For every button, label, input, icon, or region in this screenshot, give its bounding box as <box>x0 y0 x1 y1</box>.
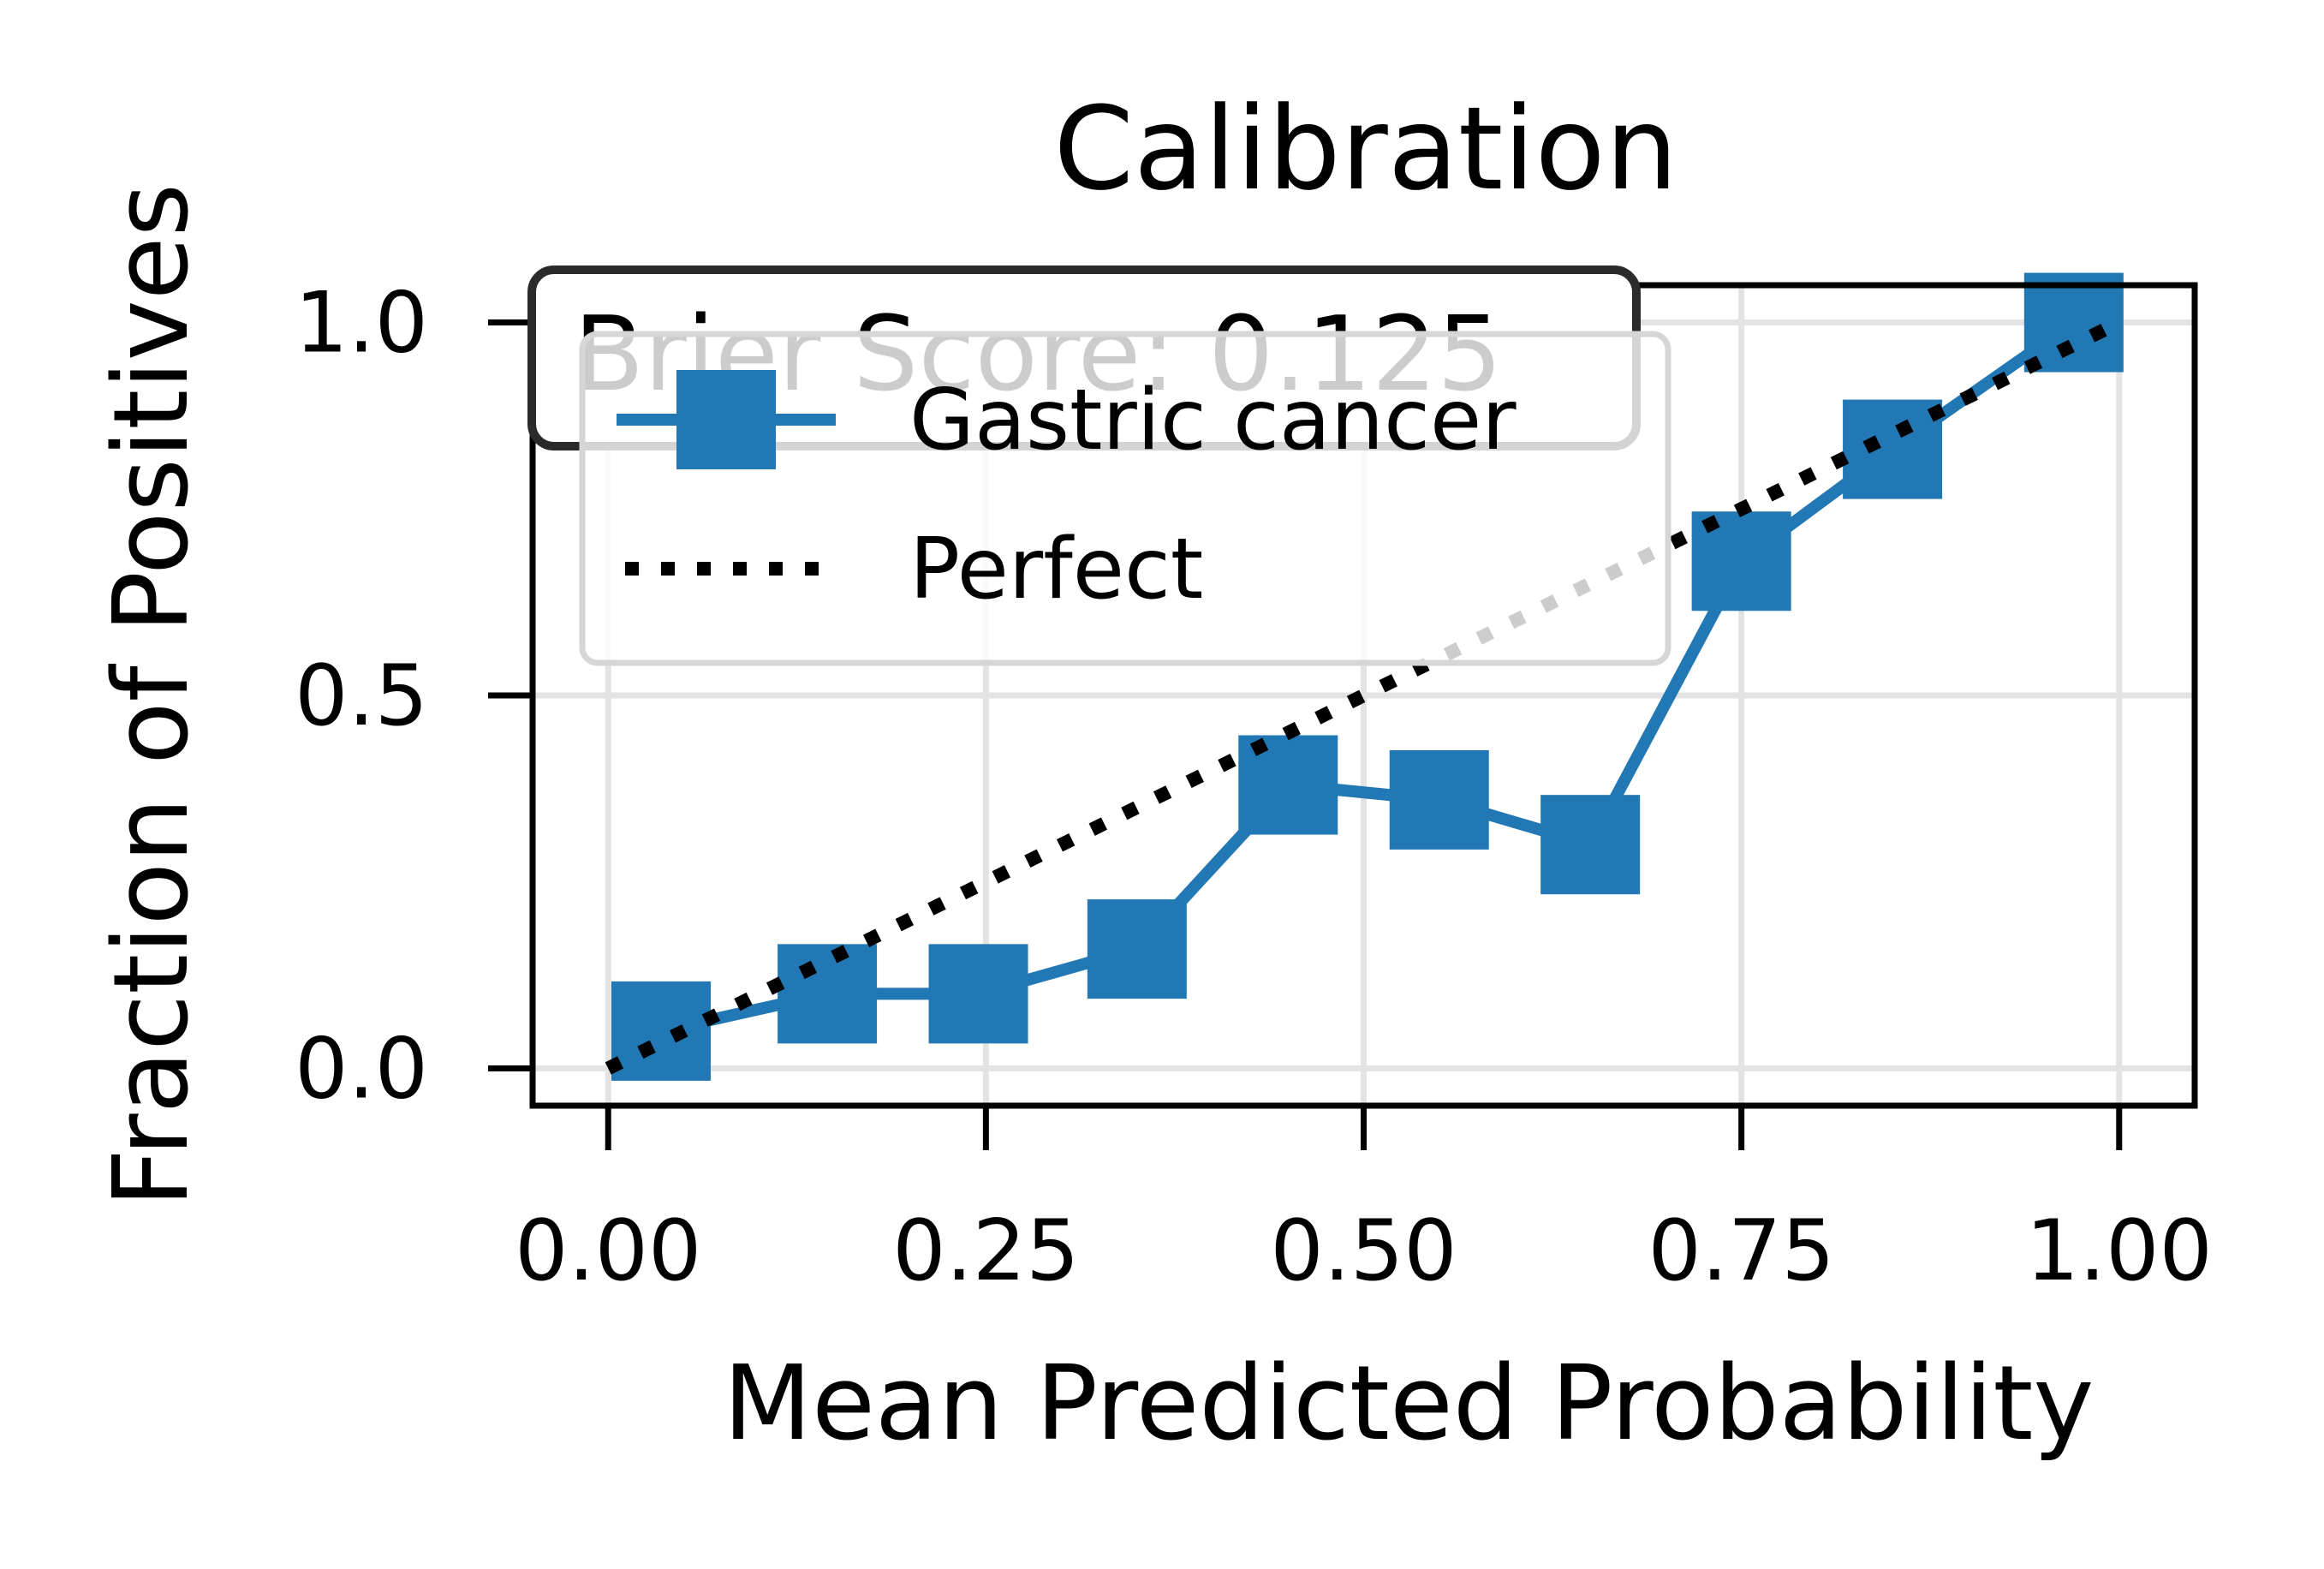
x-tick-label: 1.00 <box>2026 1202 2213 1300</box>
gastric-cancer-point <box>2023 272 2124 373</box>
legend-frame <box>579 331 1671 666</box>
gastric-cancer-line <box>659 317 2077 1037</box>
perfect-calibration-line <box>605 316 2123 1075</box>
gastric-cancer-point <box>611 981 711 1081</box>
plot-series <box>605 272 2124 1081</box>
legend-marker-gastric-cancer <box>676 370 776 469</box>
y-tick-label: 1.0 <box>295 275 428 373</box>
x-axis-label: Mean Predicted Probability <box>724 1345 2095 1464</box>
gastric-cancer-point <box>928 944 1028 1044</box>
x-tick-label: 0.00 <box>515 1202 701 1300</box>
y-tick-label: 0.5 <box>295 647 428 745</box>
x-tick-label: 0.75 <box>1648 1202 1835 1300</box>
x-tick-label: 0.50 <box>1270 1202 1457 1300</box>
gastric-cancer-point <box>1843 399 1943 499</box>
y-axis-label: Fraction of Positives <box>92 183 212 1208</box>
legend: Gastric cancer Perfect <box>579 331 1671 666</box>
gastric-cancer-point <box>1389 749 1489 850</box>
gastric-cancer-point <box>1087 899 1187 999</box>
chart-title: Calibration <box>1053 82 1677 216</box>
legend-label: Gastric cancer <box>909 372 1517 469</box>
gastric-cancer-point <box>1540 795 1641 895</box>
gastric-cancer-point <box>778 944 878 1044</box>
y-tick-label: 0.0 <box>295 1020 428 1118</box>
axes: 0.00 0.25 0.50 0.75 1.00 0.0 0.5 1.0 <box>295 275 2213 1300</box>
legend-label: Perfect <box>909 521 1203 618</box>
x-tick-label: 0.25 <box>892 1202 1079 1300</box>
